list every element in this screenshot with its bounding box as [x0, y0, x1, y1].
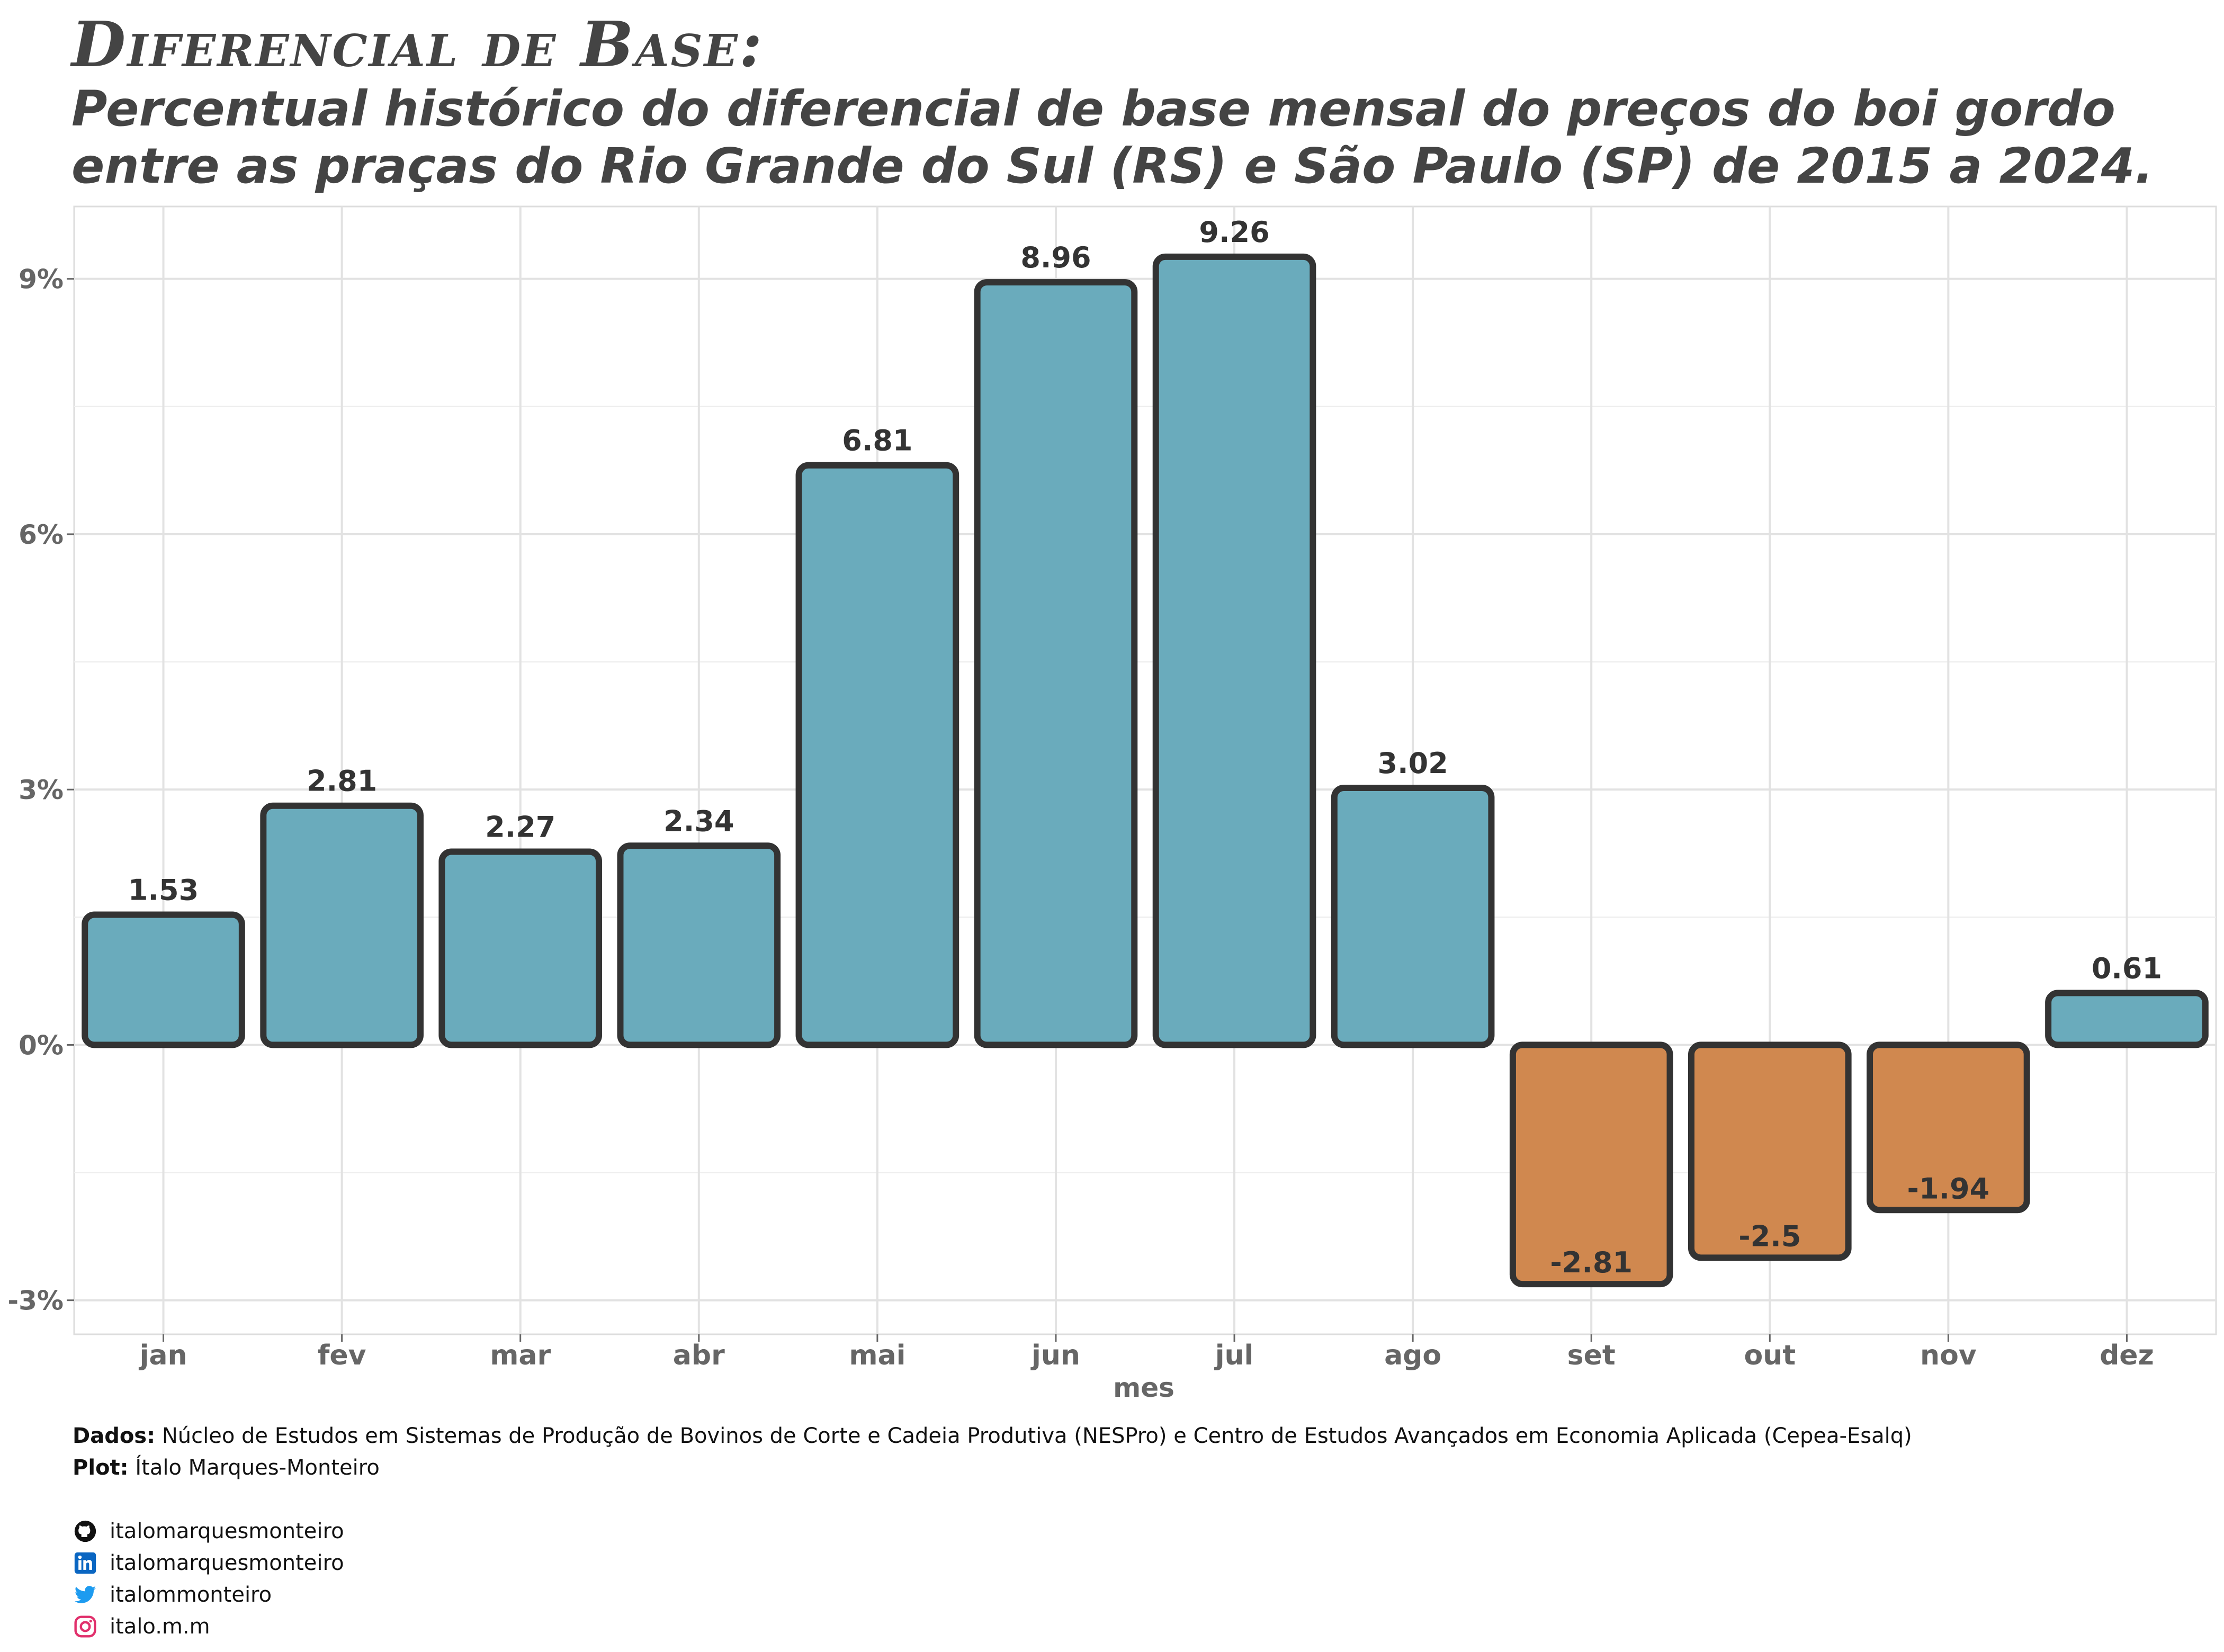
- caption: Dados: Núcleo de Estudos em Sistemas de …: [73, 1420, 1912, 1484]
- x-tick-label-out: out: [1744, 1340, 1796, 1371]
- bar-nov: [1867, 1042, 2030, 1214]
- bar-value-label-abr: 2.34: [663, 804, 734, 838]
- bar-value-label-out: -2.5: [1738, 1219, 1801, 1253]
- bar-value-label-jul: 9.26: [1199, 216, 1269, 249]
- bar-value-label-fev: 2.81: [307, 765, 377, 798]
- bar-set: [1509, 1042, 1673, 1288]
- social-github-text: italomarquesmonteiro: [110, 1519, 344, 1543]
- chart-title: Diferencial de Base:: [71, 7, 764, 81]
- plot-panel: [73, 205, 2217, 1335]
- bar-dez: [2045, 990, 2209, 1048]
- bar-value-label-jun: 8.96: [1020, 241, 1091, 274]
- chart-subtitle: Percentual histórico do diferencial de b…: [71, 80, 2154, 195]
- twitter-icon: [73, 1582, 98, 1608]
- bar-value-label-jan: 1.53: [128, 873, 199, 906]
- x-tick-label-nov: nov: [1920, 1340, 1977, 1371]
- x-tick-label-dez: dez: [2100, 1340, 2154, 1371]
- bar-value-label-ago: 3.02: [1378, 747, 1448, 780]
- y-tick-label: -3%: [7, 1286, 64, 1316]
- social-linkedin[interactable]: italomarquesmonteiro: [73, 1547, 344, 1579]
- x-tick-label-mar: mar: [490, 1340, 551, 1371]
- caption-plot-text: Ítalo Marques-Monteiro: [135, 1456, 380, 1480]
- subtitle-line-1: Percentual histórico do diferencial de b…: [71, 80, 2115, 137]
- bar-mar: [438, 848, 603, 1048]
- bar-value-label-dez: 0.61: [2092, 951, 2162, 985]
- y-tick-label: 3%: [19, 775, 64, 805]
- bar-jan: [82, 911, 245, 1048]
- bar-jul: [1152, 253, 1316, 1048]
- bar-value-label-mar: 2.27: [485, 811, 555, 844]
- bar-value-label-nov: -1.94: [1907, 1172, 1990, 1205]
- y-tick-label: 9%: [19, 264, 64, 295]
- bar-fev: [260, 802, 424, 1048]
- x-tick-label-mai: mai: [849, 1340, 905, 1371]
- bar-value-labels: 1.53 2.81 2.27 2.34 6.81 8.96 9.26 3.02 -2.81 -2.…: [128, 216, 2162, 1279]
- x-axis-title: mes: [1113, 1372, 1174, 1403]
- x-tick-label-abr: abr: [673, 1340, 725, 1371]
- subtitle-line-2: entre as praças do Rio Grande do Sul (RS…: [71, 138, 2154, 194]
- social-instagram-text: italo.m.m: [110, 1614, 210, 1639]
- bar-ago: [1331, 784, 1495, 1048]
- y-tick-label: 6%: [19, 519, 64, 550]
- social-github[interactable]: italomarquesmonteiro: [73, 1515, 344, 1547]
- x-tick-label-jan: jan: [139, 1340, 187, 1371]
- bars: [82, 253, 2209, 1288]
- x-tick-label-jul: jul: [1214, 1340, 1254, 1371]
- caption-data-line: Dados: Núcleo de Estudos em Sistemas de …: [73, 1420, 1912, 1452]
- bar-abr: [617, 842, 781, 1048]
- bar-mai: [795, 462, 959, 1048]
- bar-out: [1688, 1042, 1852, 1261]
- bar-value-label-set: -2.81: [1550, 1246, 1633, 1279]
- github-icon: [73, 1519, 98, 1544]
- social-linkedin-text: italomarquesmonteiro: [110, 1551, 344, 1575]
- caption-plot-line: Plot: Ítalo Marques-Monteiro: [73, 1452, 1912, 1484]
- caption-data-text: Núcleo de Estudos em Sistemas de Produçã…: [162, 1424, 1912, 1448]
- x-tick-label-fev: fev: [318, 1340, 366, 1371]
- x-tick-label-set: set: [1567, 1340, 1616, 1371]
- social-links: italomarquesmonteiro italomarquesmonteir…: [73, 1515, 344, 1642]
- caption-data-label: Dados:: [73, 1424, 156, 1448]
- bar-value-label-mai: 6.81: [842, 424, 912, 457]
- x-axis-ticks: jan fev mar abr mai jun jul ago set out nov dez: [139, 1334, 2154, 1371]
- instagram-icon: [73, 1614, 98, 1639]
- y-axis-ticks: -3% 0% 3% 6% 9%: [7, 264, 74, 1316]
- x-tick-label-ago: ago: [1384, 1340, 1441, 1371]
- social-twitter-text: italommonteiro: [110, 1583, 272, 1607]
- social-instagram[interactable]: italo.m.m: [73, 1611, 344, 1642]
- x-tick-label-jun: jun: [1030, 1340, 1080, 1371]
- linkedin-icon: [73, 1550, 98, 1576]
- bar-jun: [974, 279, 1138, 1048]
- social-twitter[interactable]: italommonteiro: [73, 1579, 344, 1611]
- y-tick-label: 0%: [19, 1030, 64, 1061]
- caption-plot-label: Plot:: [73, 1456, 129, 1480]
